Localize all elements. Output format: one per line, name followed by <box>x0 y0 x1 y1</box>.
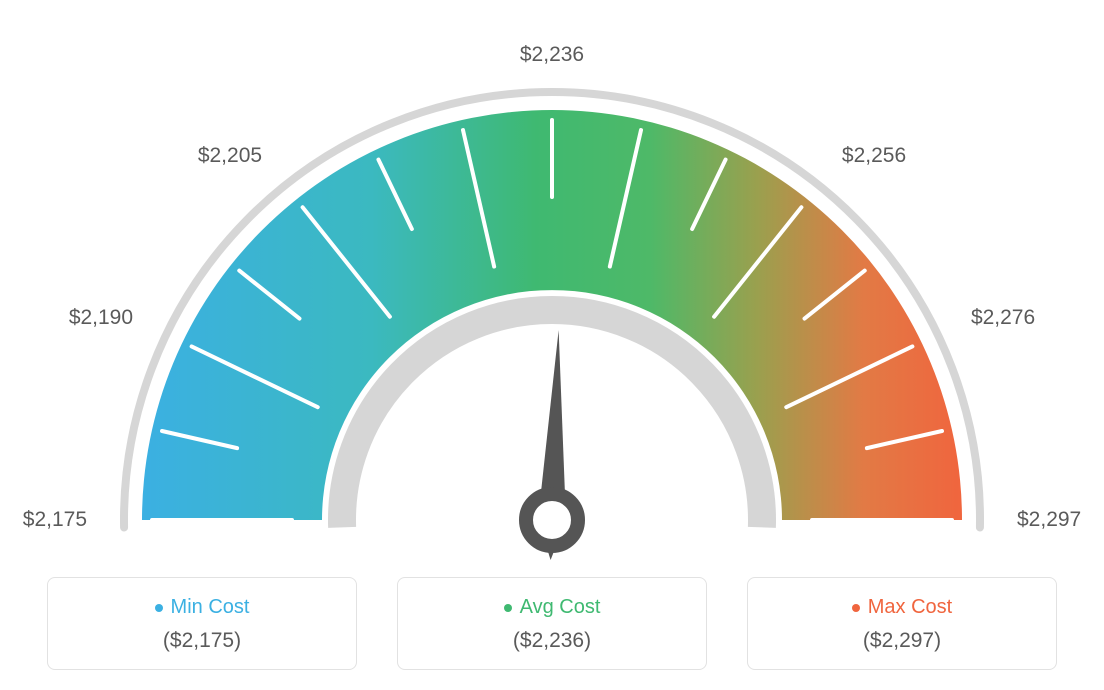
legend-max-label-row: Max Cost <box>768 596 1036 619</box>
gauge-tick-label: $2,297 <box>1017 508 1081 532</box>
dot-icon <box>155 604 163 612</box>
gauge-needle-hub <box>526 494 578 546</box>
legend-min-label: Min Cost <box>171 596 250 619</box>
dot-icon <box>504 604 512 612</box>
legend-max-value: ($2,297) <box>768 629 1036 653</box>
legend-avg-label-row: Avg Cost <box>418 596 686 619</box>
dot-icon <box>852 604 860 612</box>
legend-row: Min Cost ($2,175) Avg Cost ($2,236) Max … <box>0 577 1104 670</box>
legend-min-value: ($2,175) <box>68 629 336 653</box>
gauge-tick-label: $2,190 <box>69 306 133 330</box>
legend-min-label-row: Min Cost <box>68 596 336 619</box>
legend-card-min: Min Cost ($2,175) <box>47 577 357 670</box>
gauge-tick-label: $2,205 <box>198 144 262 168</box>
gauge-tick-label: $2,256 <box>842 144 906 168</box>
gauge-area: $2,175 $2,190 $2,205 $2,236 $2,256 $2,276 $2,2… <box>0 0 1104 545</box>
legend-card-max: Max Cost ($2,297) <box>747 577 1057 670</box>
gauge-tick-label: $2,236 <box>520 43 584 67</box>
legend-avg-value: ($2,236) <box>418 629 686 653</box>
gauge-svg <box>42 30 1062 570</box>
legend-avg-label: Avg Cost <box>520 596 601 619</box>
legend-card-avg: Avg Cost ($2,236) <box>397 577 707 670</box>
gauge-tick-label: $2,276 <box>971 306 1035 330</box>
gauge-cost-chart: { "gauge": { "type": "gauge", "labels": … <box>0 0 1104 690</box>
legend-max-label: Max Cost <box>868 596 952 619</box>
gauge-tick-label: $2,175 <box>23 508 87 532</box>
